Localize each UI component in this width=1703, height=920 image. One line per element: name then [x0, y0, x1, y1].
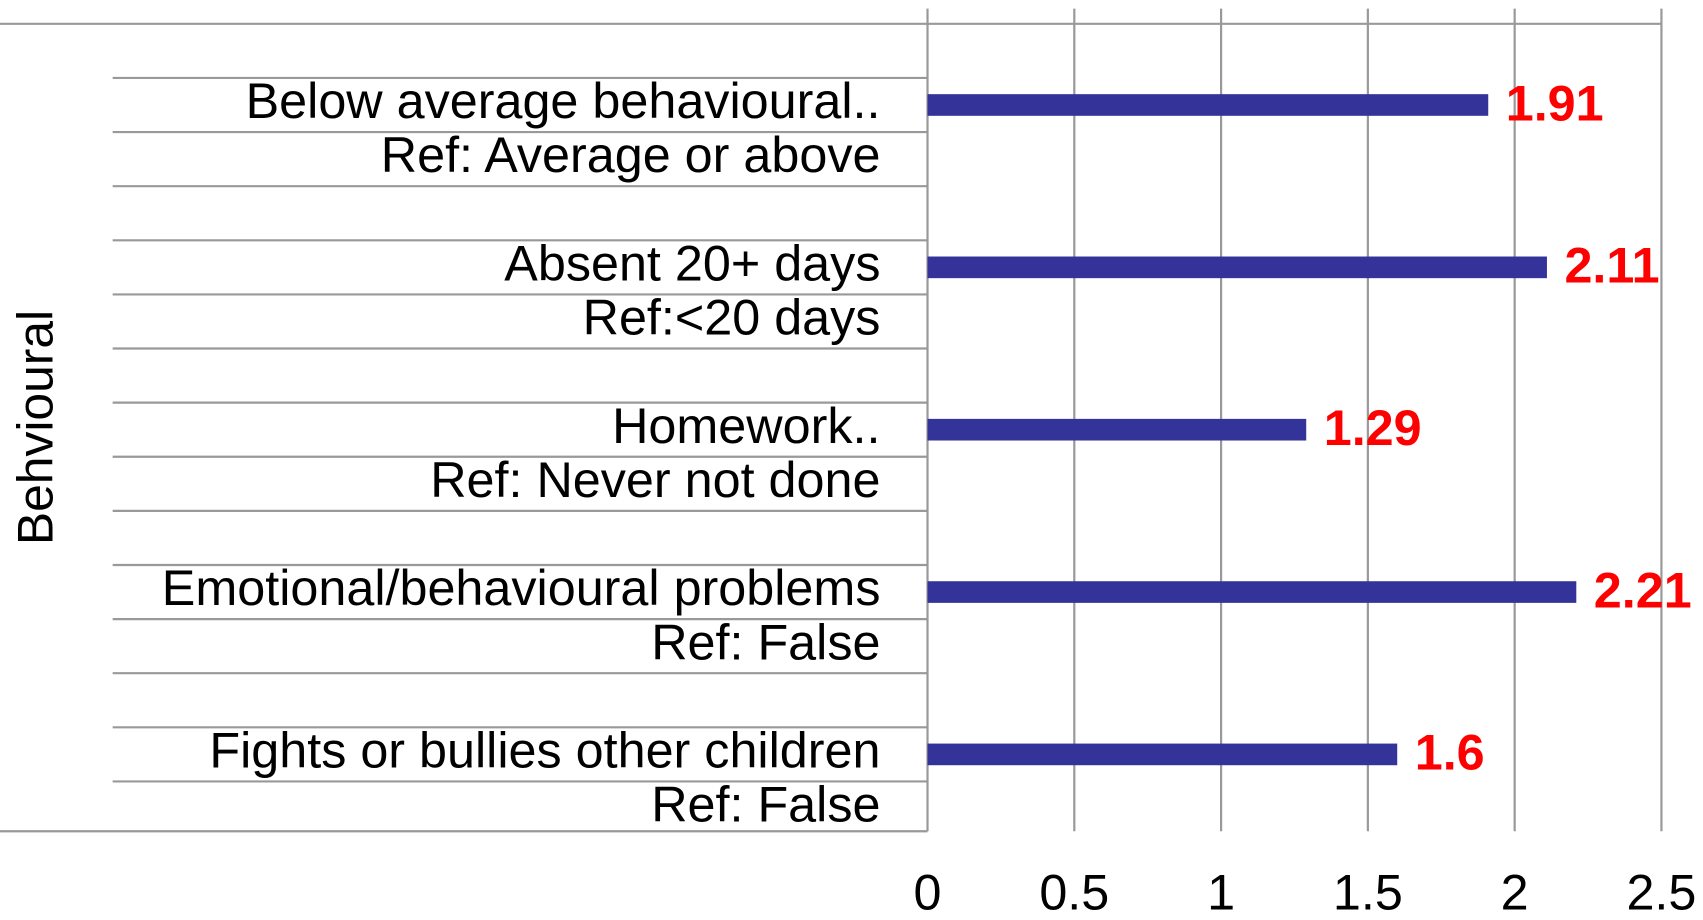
- value-label: 2.11: [1564, 238, 1659, 294]
- bar: [927, 418, 1307, 441]
- category-label: Ref:<20 days: [583, 290, 881, 346]
- category-label: Homework..: [612, 398, 880, 454]
- category-label: Ref: False: [651, 615, 880, 671]
- x-tick-label: 0.5: [1039, 865, 1109, 920]
- x-tick-label: 2: [1501, 865, 1529, 920]
- bar: [927, 743, 1398, 766]
- category-label: Below average behavioural..: [246, 73, 881, 129]
- value-label: 1.29: [1324, 400, 1422, 456]
- value-label: 1.6: [1415, 725, 1485, 781]
- bar: [927, 256, 1547, 279]
- category-label: Ref: False: [651, 777, 880, 833]
- bar: [927, 581, 1577, 603]
- x-tick-label: 0: [914, 865, 942, 920]
- category-label: Emotional/behavioural problems: [162, 560, 881, 616]
- value-label: 1.91: [1506, 76, 1604, 132]
- value-label: 2.21: [1594, 563, 1692, 619]
- category-label: Fights or bullies other children: [209, 723, 880, 779]
- category-label: Ref: Average or above: [381, 127, 881, 183]
- category-label: Ref: Never not done: [430, 452, 880, 508]
- group-label: Behvioural: [7, 310, 63, 545]
- x-tick-label: 2.5: [1626, 865, 1696, 920]
- x-tick-label: 1: [1207, 865, 1235, 920]
- category-label: Absent 20+ days: [504, 236, 880, 292]
- x-tick-label: 1.5: [1333, 865, 1403, 920]
- bar: [927, 94, 1489, 116]
